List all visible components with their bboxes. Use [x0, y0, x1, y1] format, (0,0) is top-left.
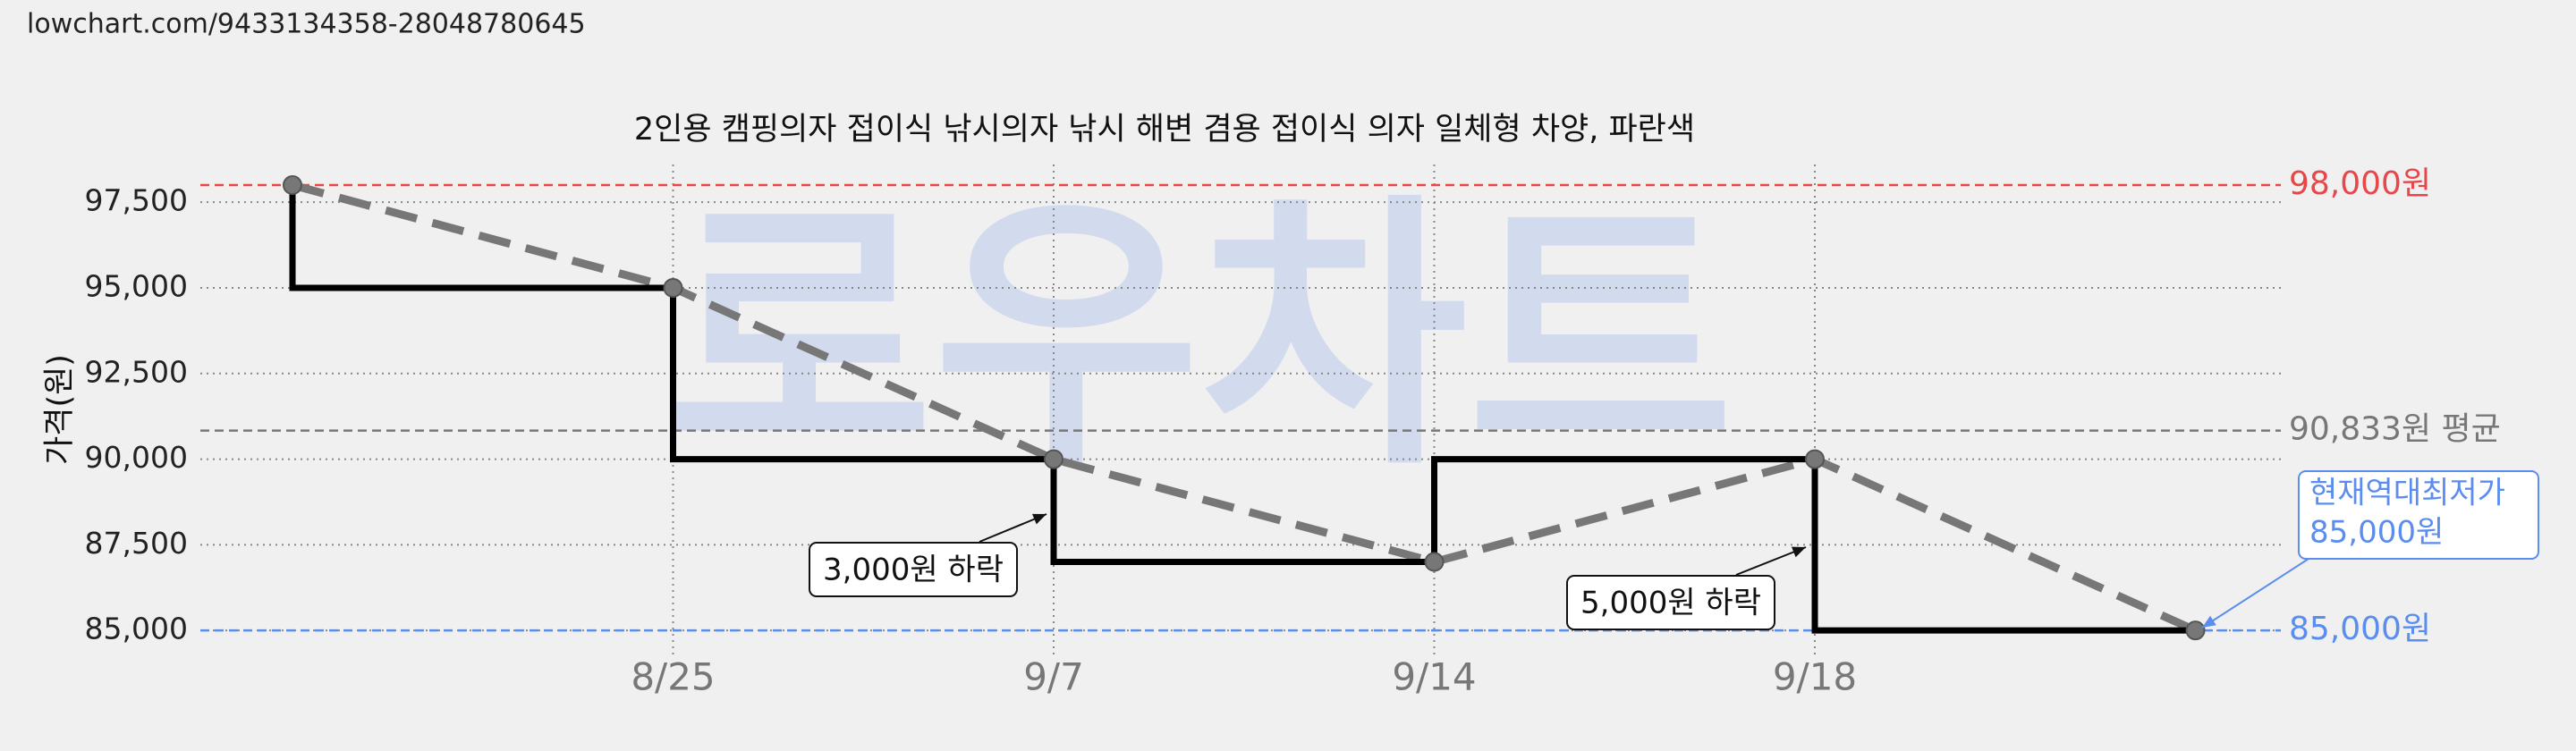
x-tick-label: 8/25 [631, 655, 715, 699]
annotation-text: 3,000원 하락 [823, 553, 1004, 588]
url: lowchart.com/9433134358-28048780645 [27, 9, 586, 40]
trend-line [291, 181, 2198, 635]
point [283, 174, 302, 195]
annotation-arrow [2201, 558, 2309, 629]
x-tick-label: 9/14 [1392, 655, 1476, 699]
annotation-text: 현재역대최저가 [2309, 476, 2505, 511]
y-tick-label: 85,000 [85, 612, 188, 646]
arrow-head [1032, 513, 1046, 525]
reference-label: 85,000원 [2289, 611, 2431, 647]
reference-label: 98,000원 [2289, 165, 2431, 202]
point [1044, 449, 1063, 469]
y-tick-label: 97,500 [85, 183, 188, 218]
watermark: 로우차트 [666, 172, 1734, 504]
point [1424, 552, 1445, 572]
arrow-head [2202, 615, 2216, 628]
y-axis-label: 가격(원) [42, 354, 78, 465]
annotation-box [2298, 470, 2539, 560]
x-tick-label: 9/7 [1023, 655, 1084, 699]
arrow-head [1792, 546, 1806, 558]
annotation-text: 85,000원 [2309, 515, 2444, 551]
y-tick-label: 92,500 [85, 354, 188, 389]
chart-title: 2인용 캠핑의자 접이식 낚시의자 낚시 해변 겸용 접이식 의자 일체형 차양… [634, 112, 1695, 148]
annotation-box [809, 542, 1018, 597]
point [1805, 449, 1825, 469]
annotation-box [1566, 575, 1775, 630]
y-tick-label: 90,000 [85, 440, 188, 475]
y-tick-label: 95,000 [85, 268, 188, 303]
annotation-text: 5,000원 하락 [1580, 586, 1761, 621]
point [2185, 620, 2206, 641]
point [663, 277, 683, 298]
x-tick-label: 9/18 [1773, 655, 1857, 699]
y-tick-label: 87,500 [85, 526, 188, 561]
reference-label: 90,833원 평균 [2289, 411, 2501, 448]
